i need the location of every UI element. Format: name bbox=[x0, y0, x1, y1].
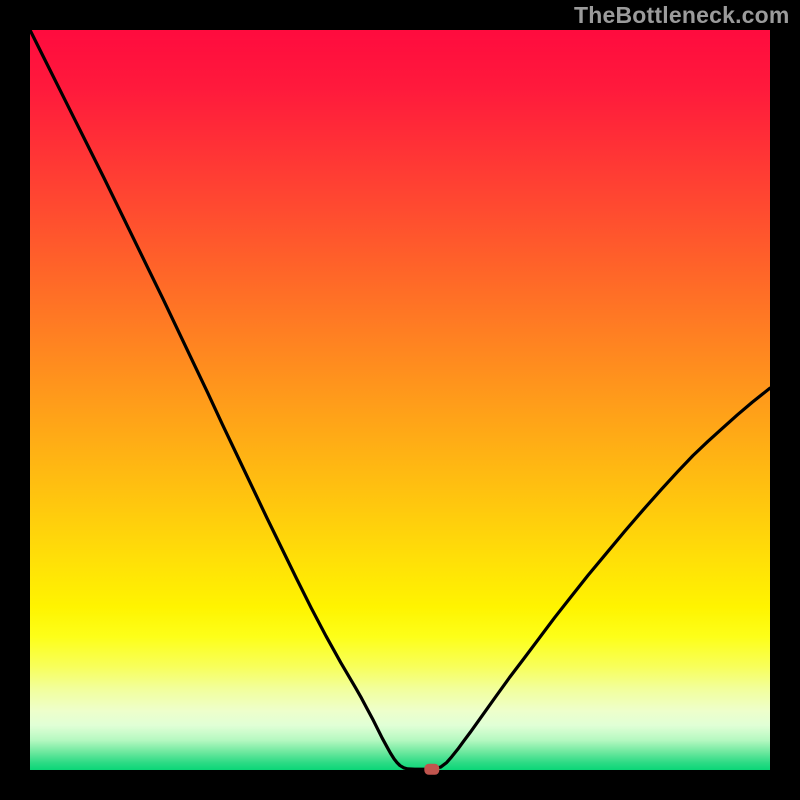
bottleneck-chart bbox=[0, 0, 800, 800]
optimum-marker bbox=[425, 764, 439, 774]
plot-background bbox=[30, 30, 770, 770]
watermark-label: TheBottleneck.com bbox=[574, 2, 790, 29]
